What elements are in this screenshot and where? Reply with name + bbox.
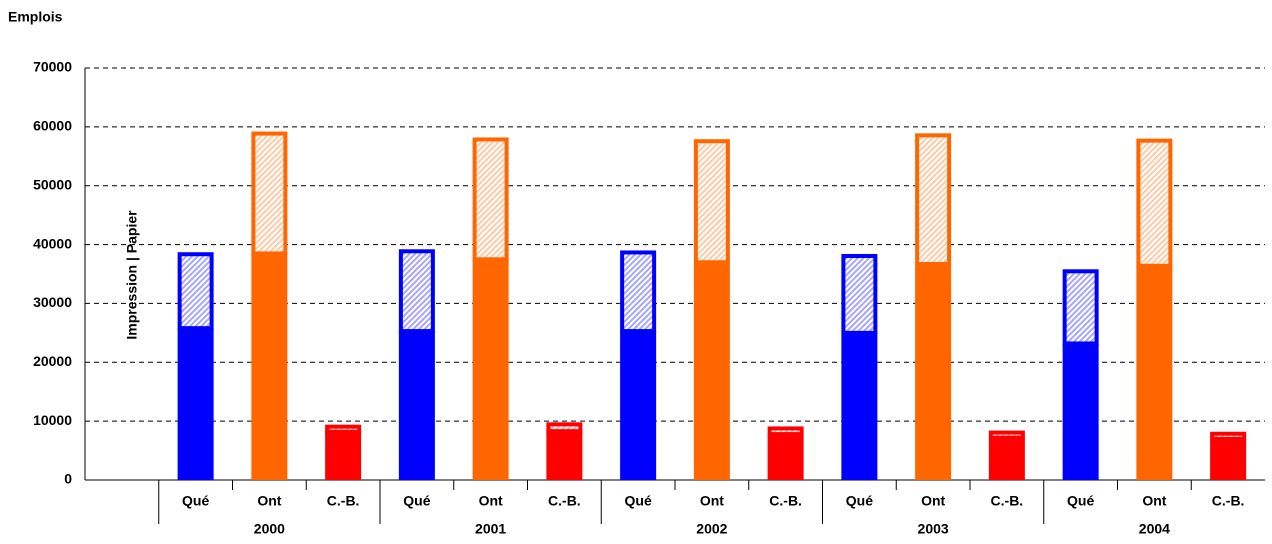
y-tick-label: 50000 xyxy=(33,176,72,192)
bar-segment xyxy=(620,331,657,480)
x-tick-label: Qué xyxy=(1067,493,1094,509)
bar-segment xyxy=(1062,269,1099,346)
annotation: Impression | Papier xyxy=(124,210,140,340)
bar-segment xyxy=(988,437,1025,480)
bar-segment xyxy=(398,249,435,334)
bar-segment xyxy=(693,262,730,480)
y-tick-label: 70000 xyxy=(33,59,72,75)
x-tick-label: Qué xyxy=(403,493,430,509)
bar-segment xyxy=(620,250,657,334)
x-tick-label: Ont xyxy=(700,493,724,509)
x-tick-label: Ont xyxy=(921,493,945,509)
x-tick-label: C.-B. xyxy=(769,493,802,509)
bar-segment xyxy=(177,252,214,331)
x-tick-label: Ont xyxy=(257,493,281,509)
bar-segment xyxy=(472,259,509,480)
bar-segment xyxy=(251,253,288,480)
bar-segment xyxy=(325,431,362,480)
bar-segment xyxy=(767,426,804,437)
group-label: 2002 xyxy=(696,521,727,537)
bar-segment xyxy=(1062,343,1099,480)
bar-segment xyxy=(841,332,878,480)
y-tick-label: 0 xyxy=(64,471,72,487)
x-tick-label: C.-B. xyxy=(991,493,1024,509)
x-tick-label: Qué xyxy=(625,493,652,509)
x-tick-label: Qué xyxy=(846,493,873,509)
bar-segment xyxy=(177,328,214,480)
x-tick-label: C.-B. xyxy=(327,493,360,509)
y-tick-label: 10000 xyxy=(33,412,72,428)
bar-segment xyxy=(251,131,288,256)
x-tick-label: Qué xyxy=(182,493,209,509)
y-tick-label: 60000 xyxy=(33,118,72,134)
x-tick-label: Ont xyxy=(479,493,503,509)
bar-segment xyxy=(915,263,952,480)
bar-segment xyxy=(546,422,583,434)
bar-segment xyxy=(915,133,952,266)
bar-segment xyxy=(767,434,804,480)
x-tick-label: Ont xyxy=(1142,493,1166,509)
bar-segment xyxy=(546,431,583,480)
x-tick-label: C.-B. xyxy=(548,493,581,509)
bar-segment xyxy=(1136,265,1173,480)
group-label: 2003 xyxy=(918,521,949,537)
group-label: 2004 xyxy=(1139,521,1170,537)
bar-segment xyxy=(841,253,878,335)
y-tick-label: 40000 xyxy=(33,235,72,251)
group-label: 2000 xyxy=(254,521,285,537)
bar-segment xyxy=(1210,431,1247,441)
y-tick-label: 30000 xyxy=(33,294,72,310)
bar-segment xyxy=(1136,138,1173,268)
bar-segment xyxy=(693,139,730,265)
bar-segment xyxy=(988,430,1025,440)
bar-segment xyxy=(1210,438,1247,480)
x-tick-label: C.-B. xyxy=(1212,493,1245,509)
bar-segment xyxy=(472,137,509,262)
group-label: 2001 xyxy=(475,521,506,537)
y-tick-label: 20000 xyxy=(33,353,72,369)
chart-title: Emplois xyxy=(8,9,63,25)
bar-segment xyxy=(398,331,435,480)
bar-segment xyxy=(325,424,362,434)
